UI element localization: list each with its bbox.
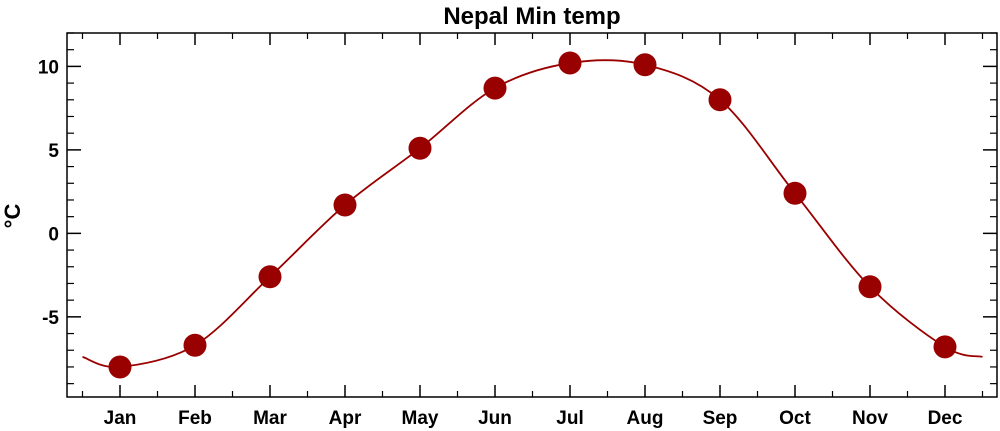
y-tick-label: 5	[48, 141, 59, 162]
data-point	[333, 193, 357, 217]
data-point	[858, 275, 882, 299]
data-point	[633, 53, 657, 77]
x-tick-label: Jun	[478, 408, 512, 429]
x-tick-label: Apr	[329, 408, 362, 429]
data-point	[558, 51, 582, 75]
series-line-layer	[82, 59, 983, 369]
data-point	[783, 181, 807, 205]
data-point	[108, 355, 132, 379]
data-point	[183, 333, 207, 357]
x-tick-label: Mar	[253, 408, 287, 429]
tick-labels-layer: -5 0 5 10 Jan Feb Mar Apr May Jun Jul Aug Sep Oct Nov D…	[38, 57, 963, 429]
data-point	[408, 136, 432, 160]
x-tick-label: May	[402, 408, 439, 429]
plot-frame	[66, 32, 998, 398]
y-tick-label: 0	[48, 224, 59, 245]
x-tick-label: Nov	[852, 408, 888, 429]
series-line	[82, 59, 983, 369]
x-tick-label: Sep	[703, 408, 738, 429]
data-point	[708, 88, 732, 112]
x-tick-label: Feb	[178, 408, 212, 429]
x-tick-label: Aug	[627, 408, 664, 429]
x-tick-label: Jul	[556, 408, 583, 429]
chart-title: Nepal Min temp	[443, 3, 620, 30]
data-point	[933, 335, 957, 359]
series-points-layer	[108, 51, 957, 379]
x-tick-label: Jan	[104, 408, 137, 429]
y-tick-label: 10	[38, 57, 59, 78]
ticks-layer	[67, 32, 997, 397]
y-tick-label: -5	[42, 308, 59, 329]
x-tick-label: Dec	[928, 408, 963, 429]
y-axis-label: °C	[0, 204, 25, 229]
data-point	[258, 265, 282, 289]
x-tick-label: Oct	[779, 408, 811, 429]
data-point	[483, 76, 507, 100]
